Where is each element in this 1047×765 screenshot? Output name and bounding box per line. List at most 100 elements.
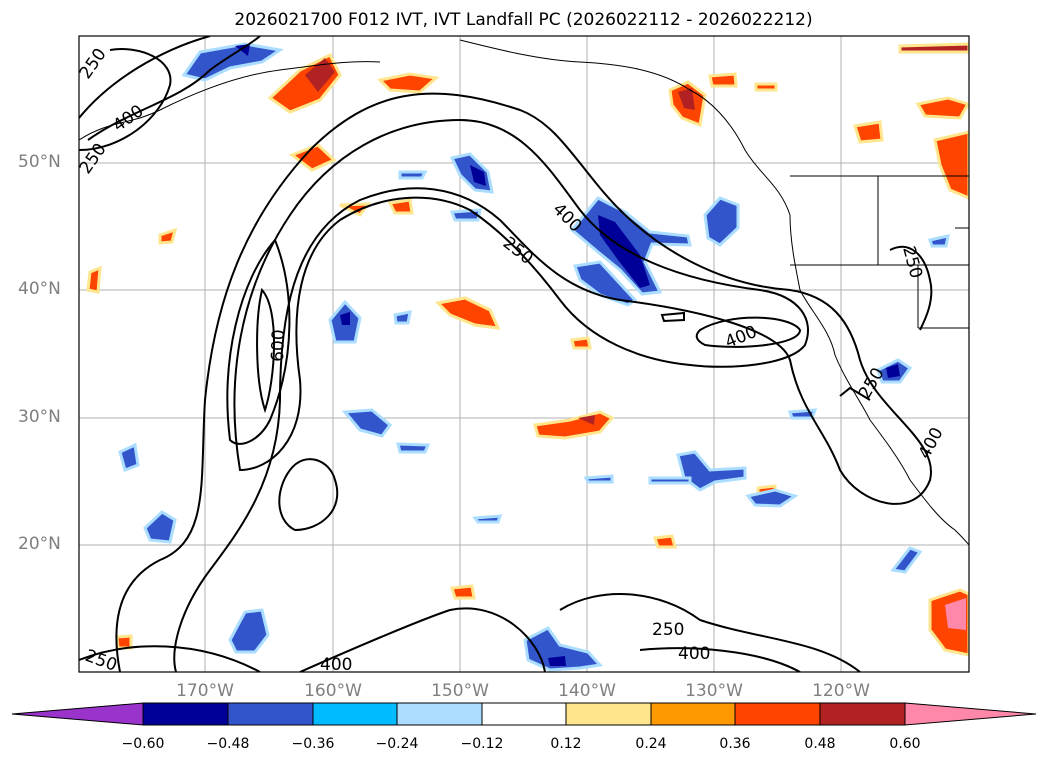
neg-blob (228, 608, 270, 654)
neg-blob (472, 514, 503, 524)
colorbar-bin (481, 702, 567, 726)
contour-400-sw (299, 607, 546, 672)
contour-label: 400 (678, 644, 710, 664)
pos-blob (652, 534, 677, 549)
neg-blob (890, 546, 923, 574)
contour-nw-ring (79, 48, 172, 151)
colorbar-tick-label: 0.60 (889, 736, 921, 752)
lon-label: 150°W (431, 681, 489, 701)
colorbar-bin (312, 702, 398, 726)
contour-250-ne2 (889, 245, 933, 331)
colorbar-bin (227, 702, 314, 726)
pos-blob (853, 120, 884, 144)
contour-250-sw (79, 645, 261, 672)
pos-blob (387, 198, 414, 215)
contour-400 (233, 118, 809, 472)
pos-blob (708, 72, 738, 88)
colorbar-tick-label: 0.24 (635, 736, 667, 752)
pos-blob (945, 598, 966, 630)
colorbar-bin (734, 702, 821, 726)
pos-blob (570, 336, 592, 350)
contour-label: 400 (320, 655, 352, 675)
coast-bc (789, 214, 871, 421)
map-frame (78, 35, 970, 673)
neg-blob (598, 215, 650, 288)
ivt-contours (79, 36, 933, 672)
pos-blob (86, 265, 102, 294)
colorbar-bin (142, 702, 229, 726)
lon-label: 130°W (685, 681, 743, 701)
colorbar-bin (396, 702, 483, 726)
colorbar-tick-label: 0.48 (804, 736, 836, 752)
contour-600-inner (256, 287, 275, 414)
lat-label: 50°N (18, 152, 61, 172)
negative-anomaly-areas (118, 42, 950, 672)
positive-anomaly-areas (86, 42, 969, 657)
colorbar-tick-label: −0.48 (206, 736, 250, 752)
neg-blob (393, 310, 412, 325)
neg-blob (572, 260, 638, 307)
neg-blob (118, 442, 140, 472)
map-background (79, 36, 969, 672)
pos-blob (288, 143, 337, 172)
colorbar-tick-label: −0.60 (121, 736, 165, 752)
pos-blob (305, 58, 335, 92)
neg-blob (648, 476, 692, 485)
lon-label: 170°W (176, 681, 234, 701)
neg-blob (396, 442, 431, 454)
coast-baja (869, 419, 969, 546)
contour-400-nw (87, 36, 261, 141)
contour-250-mid (278, 458, 339, 532)
contour-400-ring (695, 316, 802, 348)
coast-alaska-south (459, 39, 791, 216)
pos-blob (578, 415, 595, 425)
lat-label: 40°N (18, 279, 61, 299)
contour-label: 600 (268, 329, 289, 362)
contour-250-outer (115, 92, 933, 672)
contour-250-ne (839, 386, 871, 401)
neg-blob (398, 170, 428, 180)
neg-blob (548, 656, 566, 666)
coastlines (79, 39, 969, 546)
pos-blob (678, 88, 695, 110)
contour-600 (226, 238, 291, 445)
contour-400-s (639, 647, 801, 672)
contour-250-nw (79, 36, 211, 119)
colorbar-extend-low (11, 702, 144, 726)
lat-label: 20°N (18, 534, 61, 554)
lon-label: 140°W (558, 681, 616, 701)
colorbar-bin (565, 702, 652, 726)
neg-blob (340, 312, 350, 325)
pos-blob (115, 634, 133, 650)
colorbar-tick-label: −0.36 (291, 736, 335, 752)
neg-blob (143, 510, 177, 544)
lon-label: 120°W (812, 681, 870, 701)
state-border (955, 227, 969, 275)
pos-blob (158, 227, 178, 245)
neg-blob (703, 196, 740, 247)
pos-blob (450, 584, 476, 600)
neg-blob (928, 234, 950, 248)
colorbar-extend-high (904, 702, 1037, 726)
pos-blob (933, 130, 969, 200)
contour-400-ring-small (660, 311, 685, 323)
pos-blob (915, 96, 969, 120)
colorbar-tick-label: −0.12 (460, 736, 504, 752)
lon-label: 160°W (304, 681, 362, 701)
contour-label: 250 (652, 620, 684, 640)
colorbar-tick-label: 0.36 (719, 736, 751, 752)
colorbar (11, 702, 1037, 726)
lat-label: 30°N (18, 407, 61, 427)
neg-blob (523, 626, 604, 672)
colorbar-bin (650, 702, 736, 726)
pos-blob (898, 42, 969, 54)
colorbar-bin (819, 702, 906, 726)
coast-alaska (79, 61, 381, 141)
neg-blob (745, 488, 799, 508)
neg-blob (886, 364, 900, 378)
pos-blob (376, 72, 440, 94)
pos-blob (434, 296, 501, 330)
contour-250-s (559, 593, 861, 672)
colorbar-tick-label: 0.12 (550, 736, 582, 752)
